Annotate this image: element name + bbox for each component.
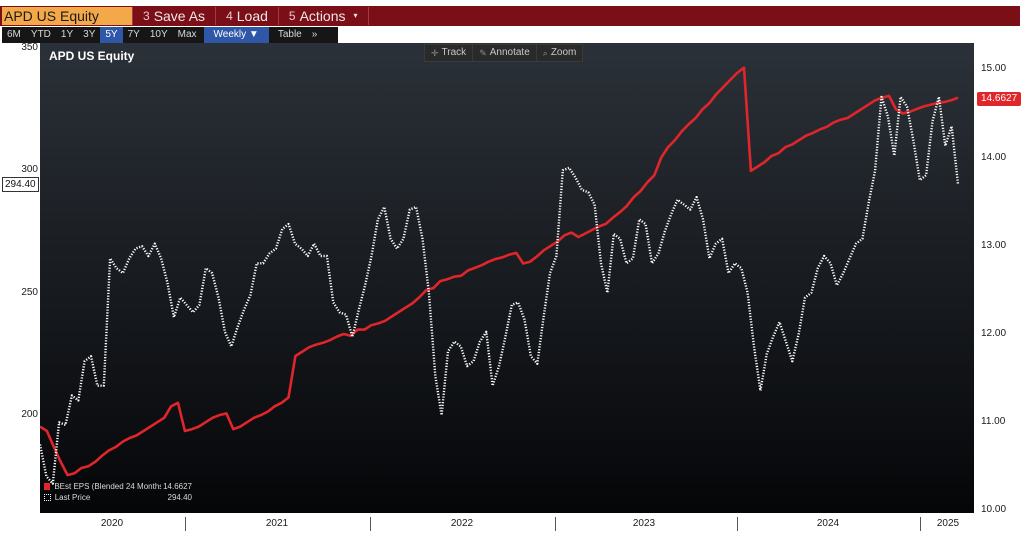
chart-title: APD US Equity — [49, 49, 135, 63]
y-right-tick-label: 10.00 — [981, 504, 1007, 516]
tool-label: Annotate — [489, 47, 530, 58]
load-label: Load — [236, 8, 268, 24]
x-tick-label: 2020 — [100, 518, 124, 529]
series-line-price — [40, 95, 960, 485]
legend-swatch-eps — [44, 483, 51, 490]
save-as-hotkey: 3 — [143, 9, 150, 23]
y-right-tick-label: 14.00 — [981, 151, 1007, 163]
x-axis-separator — [737, 517, 738, 531]
tool-label: Track — [441, 47, 467, 58]
price-chart[interactable] — [40, 43, 974, 513]
range-max[interactable]: Max — [177, 29, 197, 40]
zoom-icon: ⌕ — [542, 48, 548, 58]
legend-value-eps: 14.6627 — [163, 482, 192, 491]
x-tick-label: 2024 — [816, 518, 840, 529]
chevron-down-icon: ▾ — [353, 11, 358, 20]
top-toolbar: APD US Equity 3 Save As 4 Load 5 Actions… — [0, 6, 1020, 26]
crosshair-icon: ✛ — [431, 48, 439, 58]
load-button[interactable]: 4 Load — [215, 7, 278, 25]
pencil-icon: ✎ — [479, 48, 487, 58]
y-left-tick-label: 250 — [21, 286, 38, 298]
range-selector: 6M YTD 1Y 3Y 5Y 7Y 10Y Max Weekly ▼ Table » — [2, 27, 338, 43]
y-right-tick-label: 15.00 — [981, 63, 1007, 75]
range-6m[interactable]: 6M — [7, 29, 21, 40]
range-5y[interactable]: 5Y — [100, 27, 123, 43]
more-button[interactable]: » — [311, 29, 318, 40]
y-left-tick-label: 350 — [21, 41, 38, 53]
y-right-tick-label: 11.00 — [981, 416, 1006, 428]
y-left-tick-label: 300 — [21, 164, 38, 176]
toolbar-spacer — [367, 7, 1020, 25]
load-hotkey: 4 — [226, 9, 233, 23]
x-tick-label: 2022 — [450, 518, 474, 529]
x-tick-label: 2021 — [265, 518, 289, 529]
series-line-eps — [40, 66, 959, 477]
ticker-input[interactable]: APD US Equity — [2, 7, 132, 25]
range-1y[interactable]: 1Y — [60, 29, 74, 40]
legend-label-eps: BEst EPS (Blended 24 Months) — [54, 482, 162, 491]
actions-hotkey: 5 — [288, 9, 296, 23]
actions-button[interactable]: 5 Actions ▾ — [277, 7, 368, 25]
last-eps-marker: 14.6627 — [977, 92, 1022, 107]
save-as-button[interactable]: 3 Save As — [132, 7, 215, 25]
y-right-tick-label: 13.00 — [981, 239, 1007, 251]
x-axis-separator — [185, 517, 186, 531]
legend-swatch-price — [44, 494, 51, 501]
x-axis-separator — [555, 517, 556, 531]
legend: BEst EPS (Blended 24 Months) 14.6627 Las… — [44, 481, 192, 503]
legend-label-price: Last Price — [54, 493, 91, 502]
legend-item-eps[interactable]: BEst EPS (Blended 24 Months) 14.6627 — [44, 481, 192, 492]
tool-label: Zoom — [550, 47, 577, 58]
last-price-marker: 294.40 — [2, 177, 39, 192]
frequency-dropdown[interactable]: Weekly ▼ — [203, 27, 269, 43]
range-10y[interactable]: 10Y — [149, 29, 168, 40]
save-as-label: Save As — [153, 8, 206, 24]
actions-label: Actions — [299, 8, 346, 24]
table-button[interactable]: Table — [277, 29, 302, 40]
range-7y[interactable]: 7Y — [127, 29, 140, 40]
x-axis — [40, 513, 974, 539]
range-3y[interactable]: 3Y — [83, 29, 96, 40]
chart-tools: ✛ Track ✎ Annotate ⌕ Zoom — [424, 44, 584, 62]
range-ytd[interactable]: YTD — [30, 29, 51, 40]
x-axis-separator — [370, 517, 371, 531]
y-left-tick-label: 200 — [21, 409, 38, 421]
legend-item-price[interactable]: Last Price 294.40 — [44, 492, 192, 503]
y-right-tick-label: 12.00 — [981, 327, 1007, 339]
x-tick-label: 2023 — [632, 518, 656, 529]
tool-annotate[interactable]: ✎ Annotate — [473, 45, 537, 61]
x-axis-separator — [920, 517, 921, 531]
legend-value-price: 294.40 — [167, 493, 192, 502]
tool-zoom[interactable]: ⌕ Zoom — [537, 45, 583, 61]
tool-track[interactable]: ✛ Track — [425, 45, 474, 61]
plot-background — [40, 43, 974, 513]
x-tick-label: 2025 — [936, 518, 960, 529]
